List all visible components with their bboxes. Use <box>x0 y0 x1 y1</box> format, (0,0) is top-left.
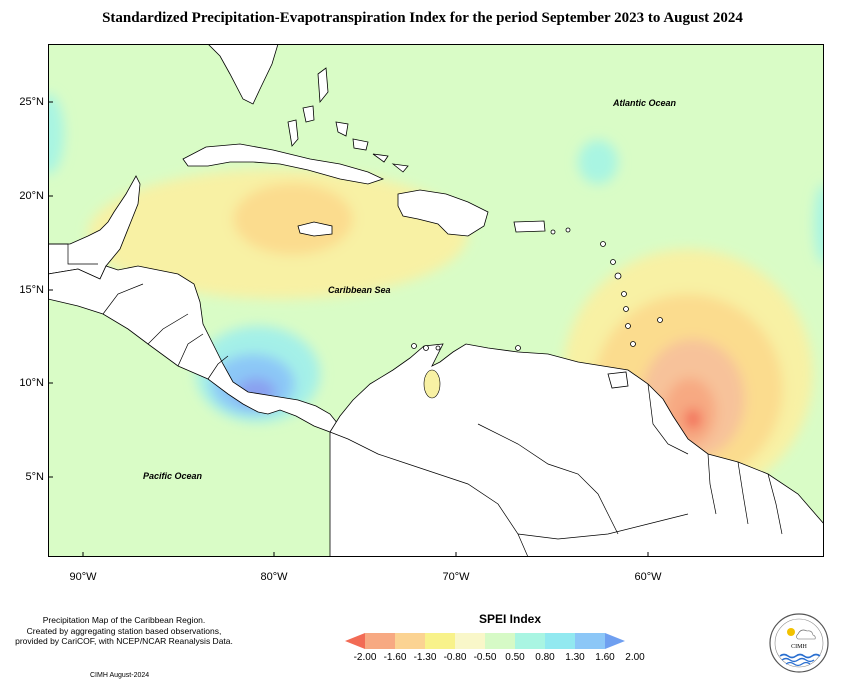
map-title: Standardized Precipitation-Evapotranspir… <box>102 10 743 26</box>
land-puertorico <box>513 220 546 233</box>
land-hispaniola <box>397 189 489 237</box>
credit-line-1: Precipitation Map of the Caribbean Regio… <box>42 615 206 625</box>
label-atlantic-ocean: Atlantic Ocean <box>612 98 677 108</box>
legend-title: SPEI Index <box>478 612 542 626</box>
lake-maracaibo <box>423 369 441 399</box>
lat-label-20n: 20°N <box>19 190 44 202</box>
lon-label-90w: 90°W <box>69 571 97 583</box>
map-border <box>48 44 824 557</box>
anomaly-wet-westatl <box>48 94 64 174</box>
credit-line-2: Created by aggregating station based obs… <box>26 625 222 636</box>
land-central-america <box>48 265 339 433</box>
legend-tick-label: 0.50 <box>505 652 525 663</box>
legend-swatch <box>455 633 485 649</box>
legend-tick-label: -0.80 <box>443 652 467 663</box>
legend-tick-label: -0.50 <box>473 652 497 663</box>
legend-tick-label: -1.60 <box>383 652 407 663</box>
legend-swatch <box>485 633 515 649</box>
land-florida <box>207 44 279 105</box>
logo-text: CIMH <box>791 644 807 650</box>
legend-swatch <box>425 633 455 649</box>
lon-label-70w: 70°W <box>442 571 470 583</box>
land-bonaire <box>435 345 441 351</box>
spei-map: Atlantic Ocean Caribbean Sea Pacific Oce… <box>48 44 824 557</box>
land-aruba <box>411 343 417 349</box>
legend-tick-label: -2.00 <box>353 652 377 663</box>
legend-swatch <box>365 633 395 649</box>
land-curacao <box>423 345 429 351</box>
legend-swatch <box>515 633 545 649</box>
land-cuba <box>182 143 385 185</box>
cimh-logo: CIMH <box>769 613 829 673</box>
legend-tick-label: 0.80 <box>535 652 555 663</box>
wave-icon <box>779 653 821 659</box>
anomaly-wet-eastedge <box>814 184 824 264</box>
legend-tick-label: 1.30 <box>565 652 585 663</box>
lat-label-25n: 25°N <box>19 96 44 108</box>
lon-label-80w: 80°W <box>260 571 288 583</box>
land-bahamas <box>287 67 409 173</box>
lat-label-10n: 10°N <box>19 377 44 389</box>
legend-swatch <box>395 633 425 649</box>
legend-swatch <box>545 633 575 649</box>
land <box>48 44 824 557</box>
anomaly-wet-atlantic <box>578 140 618 184</box>
land-margarita <box>515 345 521 351</box>
legend-tick-label: 1.60 <box>595 652 615 663</box>
lon-label-60w: 60°W <box>634 571 662 583</box>
credit-line-3: provided by CariCOF, with NCEP/NCAR Rean… <box>15 636 233 646</box>
lat-label-15n: 15°N <box>19 284 44 296</box>
spei-legend <box>345 633 625 649</box>
legend-tick-label: -1.30 <box>413 652 437 663</box>
legend-tick-label: 2.00 <box>625 652 645 663</box>
legend-arrow-left <box>345 633 365 649</box>
cloud-icon <box>796 629 816 640</box>
credit-text: Precipitation Map of the Caribbean Regio… <box>4 615 244 647</box>
credit-source: CIMH August-2024 <box>90 672 150 679</box>
legend-arrow-right <box>605 633 625 649</box>
label-caribbean-sea: Caribbean Sea <box>328 285 391 295</box>
country-borders <box>48 243 783 557</box>
anomaly-dry-east-core <box>685 409 701 429</box>
lat-label-5n: 5°N <box>25 471 44 483</box>
legend-swatch <box>575 633 605 649</box>
label-pacific-ocean: Pacific Ocean <box>143 471 203 481</box>
land-trinidad <box>607 371 629 389</box>
sun-icon <box>787 628 795 636</box>
anomaly-dry-jamaica <box>233 183 353 255</box>
land-lesser-antilles <box>550 227 663 347</box>
land-jamaica <box>297 221 333 237</box>
